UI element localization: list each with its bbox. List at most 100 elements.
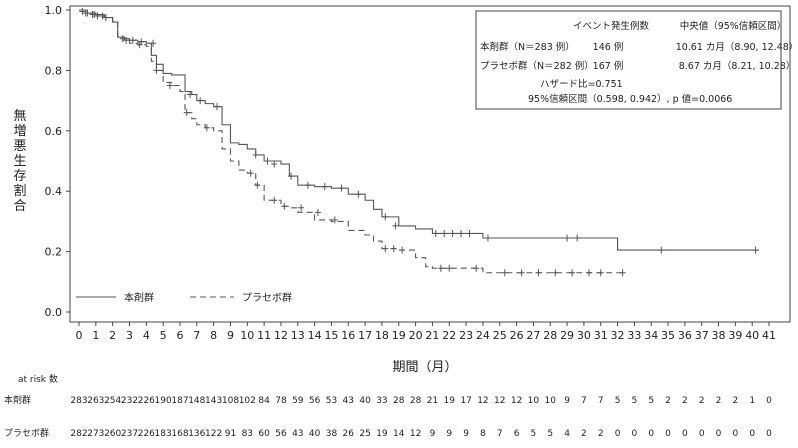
censor-mark [535, 269, 542, 277]
at-risk-value: 183 [155, 429, 172, 439]
x-tick-label: 4 [143, 329, 150, 342]
at-risk-value: 84 [258, 396, 270, 406]
at-risk-value: 7 [581, 396, 587, 406]
at-risk-value: 10 [545, 396, 557, 406]
at-risk-value: 43 [343, 396, 354, 406]
at-risk-value: 9 [446, 429, 452, 439]
censor-mark [321, 183, 328, 191]
at-risk-value: 260 [104, 429, 121, 439]
y-axis-label: 無増悪生存割合 [13, 109, 26, 214]
censor-mark [264, 157, 271, 165]
at-risk-value: 0 [682, 429, 688, 439]
at-risk-value: 0 [632, 429, 638, 439]
censor-mark [338, 184, 345, 192]
at-risk-value: 19 [444, 396, 456, 406]
x-tick-label: 36 [678, 329, 692, 342]
at-risk-value: 78 [275, 396, 287, 406]
stats-row-events: 146 例 [593, 41, 624, 53]
x-tick-label: 2 [109, 329, 116, 342]
censor-mark [619, 269, 626, 277]
x-tick-label: 20 [409, 329, 423, 342]
censor-mark [298, 204, 305, 212]
at-risk-value: 12 [410, 429, 421, 439]
censor-mark [432, 229, 439, 237]
at-risk-value: 6 [514, 429, 520, 439]
y-tick-label: 0.2 [45, 246, 63, 259]
at-risk-value: 40 [309, 429, 321, 439]
at-risk-value: 282 [70, 429, 87, 439]
at-risk-value: 9 [463, 429, 469, 439]
x-tick-label: 39 [728, 329, 742, 342]
censor-mark [752, 246, 759, 254]
x-tick-label: 35 [661, 329, 675, 342]
censor-mark [94, 12, 101, 20]
censor-mark [288, 172, 295, 180]
at-risk-value: 12 [511, 396, 522, 406]
at-risk-value: 0 [733, 429, 739, 439]
at-risk-value: 38 [326, 429, 338, 439]
x-tick-label: 29 [560, 329, 574, 342]
at-risk-value: 0 [749, 429, 755, 439]
censor-mark [382, 213, 389, 221]
censor-mark [119, 35, 126, 43]
x-tick-label: 32 [611, 329, 625, 342]
censor-mark [166, 82, 173, 89]
at-risk-value: 226 [138, 396, 155, 406]
censor-mark [392, 222, 399, 230]
censor-mark [252, 151, 259, 159]
x-tick-label: 9 [227, 329, 234, 342]
at-risk-value: 0 [648, 429, 654, 439]
x-tick-label: 27 [526, 329, 540, 342]
at-risk-value: 10 [528, 396, 540, 406]
at-risk-value: 56 [275, 429, 287, 439]
at-risk-value: 254 [104, 396, 121, 406]
censor-mark [382, 245, 389, 253]
censor-mark [254, 181, 261, 189]
censor-mark [355, 190, 362, 198]
censor-mark [136, 41, 143, 49]
at-risk-value: 7 [497, 429, 503, 439]
x-tick-label: 33 [627, 329, 641, 342]
at-risk-value: 2 [733, 396, 739, 406]
x-tick-label: 41 [762, 329, 776, 342]
censor-mark [214, 103, 221, 111]
at-risk-value: 226 [138, 429, 155, 439]
censor-mark [441, 229, 448, 237]
x-tick-label: 8 [210, 329, 217, 342]
x-tick-label: 13 [291, 329, 305, 342]
censor-mark [153, 66, 160, 74]
at-risk-value: 2 [682, 396, 688, 406]
series-line-drug [79, 9, 759, 251]
censor-mark [123, 36, 130, 44]
at-risk-value: 14 [393, 429, 405, 439]
x-tick-label: 0 [76, 329, 83, 342]
at-risk-value: 5 [615, 396, 621, 406]
x-tick-label: 11 [257, 329, 271, 342]
at-risk-title: at risk 数 [18, 373, 58, 385]
at-risk-value: 263 [87, 396, 104, 406]
censor-mark [82, 9, 89, 17]
at-risk-row-label: 本剤群 [4, 394, 31, 406]
x-tick-label: 31 [594, 329, 608, 342]
x-tick-label: 38 [712, 329, 726, 342]
at-risk-row-label: プラセボ群 [4, 427, 49, 439]
at-risk-value: 2 [581, 429, 587, 439]
x-tick-label: 19 [392, 329, 406, 342]
at-risk-value: 19 [376, 429, 388, 439]
at-risk-value: 187 [171, 396, 188, 406]
x-tick-label: 14 [308, 329, 322, 342]
legend-label-placebo: プラセボ群 [242, 291, 292, 304]
at-risk-value: 283 [70, 396, 87, 406]
at-risk-value: 2 [716, 396, 722, 406]
censor-mark [564, 234, 571, 242]
at-risk-value: 2 [598, 429, 604, 439]
x-tick-label: 25 [493, 329, 507, 342]
stats-row-median: 8.67 カ月（8.21, 10.28） [679, 60, 796, 72]
censor-mark [399, 246, 406, 254]
at-risk-value: 91 [225, 429, 236, 439]
x-tick-label: 22 [442, 329, 456, 342]
x-tick-label: 7 [193, 329, 200, 342]
x-tick-label: 21 [425, 329, 439, 342]
censor-mark [187, 91, 194, 99]
